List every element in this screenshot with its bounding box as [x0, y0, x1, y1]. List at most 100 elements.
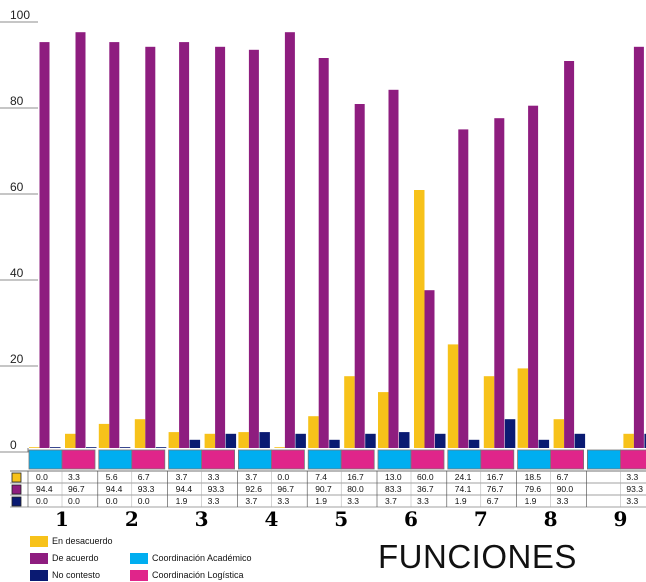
- table-cell: 0.0: [106, 496, 118, 506]
- y-tick-label: 40: [10, 266, 24, 280]
- table-cell: 3.3: [626, 472, 638, 482]
- table-cell: 6.7: [138, 472, 150, 482]
- table-cell: 3.3: [417, 496, 429, 506]
- table-cell: 94.4: [36, 484, 53, 494]
- bar-no-contesto: [365, 433, 376, 448]
- bar-de-acuerdo: [458, 129, 469, 448]
- table-row-swatch: [11, 484, 22, 495]
- group-strip-logistica: [410, 449, 445, 470]
- bar-en-desacuerdo: [274, 447, 285, 448]
- table-cell: 80.0: [347, 484, 364, 494]
- bar-no-contesto: [119, 447, 131, 448]
- group-strip-logistica: [480, 449, 515, 470]
- table-cell: 3.7: [245, 472, 257, 482]
- function-number: 6: [404, 507, 418, 531]
- group-strip-logistica: [620, 449, 646, 470]
- bar-en-desacuerdo: [308, 416, 319, 448]
- bar-no-contesto: [399, 432, 410, 448]
- legend-label-no-contesto: No contesto: [52, 570, 101, 580]
- y-tick-label: 0: [10, 438, 17, 452]
- table-cell: 0.0: [36, 496, 48, 506]
- group-strip-academico: [237, 449, 272, 470]
- group-strip-academico: [307, 449, 342, 470]
- bar-en-desacuerdo: [168, 432, 180, 448]
- bar-en-desacuerdo: [553, 419, 565, 448]
- table-cell: 1.9: [176, 496, 188, 506]
- table-cell: 3.3: [208, 472, 220, 482]
- table-cell: 18.5: [525, 472, 542, 482]
- legend-swatch-en-desacuerdo: [30, 536, 48, 547]
- bar-en-desacuerdo: [623, 433, 634, 448]
- group-strip-academico: [168, 449, 203, 470]
- group-strip-academico: [517, 449, 551, 470]
- function-number: 4: [264, 507, 278, 531]
- table-cell: 0.0: [36, 472, 48, 482]
- bar-de-acuerdo: [564, 61, 575, 448]
- table-cell: 93.3: [208, 484, 225, 494]
- bar-de-acuerdo: [109, 42, 120, 448]
- table-cell: 3.3: [347, 496, 359, 506]
- data-table: 0.0 3.3 5.6 6.7 3.7 3.3 3.7 0.0 7.4 16.7 13.0 60.0 2…: [10, 470, 646, 508]
- y-axis: 0 20 40 60 80 100: [0, 8, 38, 453]
- function-numbers: 1 2 3 4 5 6 7 8 9: [55, 507, 627, 531]
- table-cell: 6.7: [557, 472, 569, 482]
- table-cell: 3.3: [277, 496, 289, 506]
- bar-en-desacuerdo: [134, 419, 146, 448]
- function-number: 7: [474, 507, 488, 531]
- table-cell: 36.7: [417, 484, 434, 494]
- bar-no-contesto: [50, 447, 61, 448]
- function-number: 1: [55, 507, 69, 531]
- group-strip-logistica: [550, 449, 584, 470]
- table-cell: 6.7: [487, 496, 499, 506]
- function-number: 2: [125, 507, 139, 531]
- bar-de-acuerdo: [424, 290, 435, 448]
- table-cell: 3.7: [176, 472, 188, 482]
- bar-en-desacuerdo: [414, 190, 425, 448]
- table-cell: 76.7: [487, 484, 504, 494]
- bar-de-acuerdo: [633, 46, 644, 449]
- function-number: 5: [334, 507, 348, 531]
- bar-en-desacuerdo: [29, 447, 40, 448]
- bar-en-desacuerdo: [447, 344, 459, 448]
- bar-no-contesto: [644, 433, 646, 448]
- y-tick-label: 60: [10, 180, 24, 194]
- legend-label-de-acuerdo: De acuerdo: [52, 553, 99, 563]
- legend-swatch-de-acuerdo: [30, 553, 48, 564]
- bar-en-desacuerdo: [378, 392, 389, 448]
- table-cell: 79.6: [525, 484, 542, 494]
- table-cell: 16.7: [487, 472, 504, 482]
- table-cell: 90.7: [315, 484, 332, 494]
- group-strip-academico: [377, 449, 412, 470]
- table-cell: 90.0: [557, 484, 574, 494]
- table-cell: 0.0: [68, 496, 80, 506]
- group-strip-logistica: [270, 449, 305, 470]
- bar-no-contesto: [329, 439, 340, 448]
- group-strip-academico: [447, 449, 482, 470]
- bar-de-acuerdo: [248, 49, 259, 449]
- bar-no-contesto: [538, 439, 550, 448]
- bar-de-acuerdo: [145, 46, 156, 449]
- table-row-swatch: [11, 472, 22, 483]
- group-strip-academico: [28, 449, 63, 470]
- bar-en-desacuerdo: [204, 433, 216, 448]
- table-cell: 7.4: [315, 472, 327, 482]
- table-cell: 94.4: [106, 484, 123, 494]
- group-strip-logistica: [340, 449, 375, 470]
- legend-swatch-no-contesto: [30, 570, 48, 581]
- chart-canvas: 0 20 40 60 80 100 0.0 3.3 5.6 6.7 3.7 3.3 3.7 0.0 7.4…: [0, 8, 646, 531]
- bar-no-contesto: [468, 439, 480, 448]
- bar-no-contesto: [225, 433, 237, 448]
- bar-no-contesto: [295, 433, 306, 448]
- bar-en-desacuerdo: [517, 368, 529, 448]
- bar-de-acuerdo: [528, 105, 539, 448]
- table-cell: 83.3: [385, 484, 402, 494]
- table-cell: 93.3: [138, 484, 155, 494]
- bar-de-acuerdo: [494, 118, 505, 448]
- chart-title: FUNCIONES: [378, 538, 577, 575]
- table-cell: 3.3: [557, 496, 569, 506]
- bar-en-desacuerdo: [98, 423, 110, 448]
- table-cell: 0.0: [138, 496, 150, 506]
- table-cell: 24.1: [455, 472, 472, 482]
- bar-no-contesto: [574, 433, 586, 448]
- table-cell: 3.3: [208, 496, 220, 506]
